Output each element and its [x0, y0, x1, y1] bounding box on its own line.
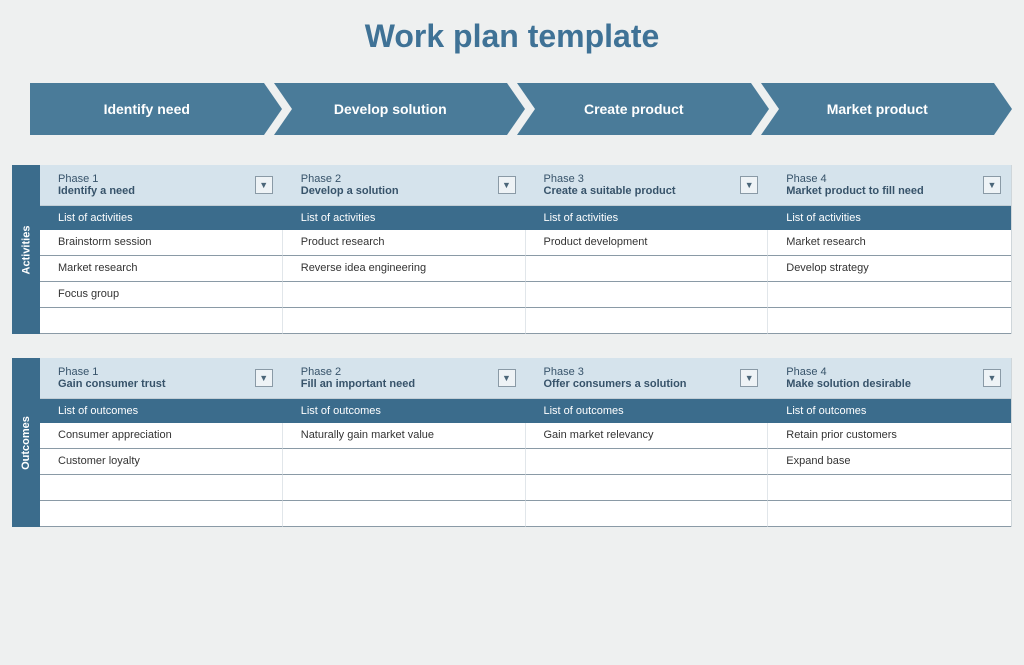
phase-title: Identify a need — [58, 185, 271, 197]
list-header: List of activities — [283, 206, 526, 230]
phase-number: Phase 4 — [786, 366, 999, 378]
list-header: List of outcomes — [768, 399, 1011, 423]
phase-header: Phase 1Gain consumer trust▼ — [40, 358, 283, 399]
table-cell[interactable] — [526, 501, 769, 527]
phase-header: Phase 2Fill an important need▼ — [283, 358, 526, 399]
dropdown-icon[interactable]: ▼ — [983, 369, 1001, 387]
table-cell[interactable] — [40, 475, 283, 501]
table-cell[interactable]: Naturally gain market value — [283, 423, 526, 449]
phase-number: Phase 2 — [301, 366, 514, 378]
phase-title: Create a suitable product — [544, 185, 757, 197]
phase-header: Phase 3Offer consumers a solution▼ — [526, 358, 769, 399]
table-cell[interactable]: Product research — [283, 230, 526, 256]
phase-header: Phase 3Create a suitable product▼ — [526, 165, 769, 206]
phase-number: Phase 3 — [544, 366, 757, 378]
table-cell[interactable] — [526, 308, 769, 334]
phase-number: Phase 3 — [544, 173, 757, 185]
phase-number: Phase 4 — [786, 173, 999, 185]
table-cell[interactable] — [526, 449, 769, 475]
table-cell[interactable] — [283, 449, 526, 475]
list-header: List of activities — [768, 206, 1011, 230]
side-label-outcomes: Outcomes — [12, 358, 40, 527]
phase-title: Gain consumer trust — [58, 378, 271, 390]
phase-number: Phase 1 — [58, 173, 271, 185]
phase-title: Market product to fill need — [786, 185, 999, 197]
dropdown-icon[interactable]: ▼ — [255, 176, 273, 194]
phase-title: Fill an important need — [301, 378, 514, 390]
chevron-step-3: Create product — [517, 83, 751, 135]
phase-title: Offer consumers a solution — [544, 378, 757, 390]
table-cell[interactable] — [526, 256, 769, 282]
table-cell[interactable]: Develop strategy — [768, 256, 1011, 282]
grid-outcomes: Phase 1Gain consumer trust▼Phase 2Fill a… — [40, 358, 1012, 527]
section-outcomes: OutcomesPhase 1Gain consumer trust▼Phase… — [12, 358, 1012, 527]
table-cell[interactable] — [283, 308, 526, 334]
phase-title: Make solution desirable — [786, 378, 999, 390]
table-cell[interactable] — [40, 501, 283, 527]
dropdown-icon[interactable]: ▼ — [740, 176, 758, 194]
table-cell[interactable]: Product development — [526, 230, 769, 256]
dropdown-icon[interactable]: ▼ — [255, 369, 273, 387]
list-header: List of outcomes — [40, 399, 283, 423]
table-cell[interactable] — [526, 475, 769, 501]
process-chevrons: Identify needDevelop solutionCreate prod… — [30, 83, 994, 135]
phase-title: Develop a solution — [301, 185, 514, 197]
dropdown-icon[interactable]: ▼ — [498, 176, 516, 194]
list-header: List of outcomes — [526, 399, 769, 423]
phase-header: Phase 4Market product to fill need▼ — [768, 165, 1011, 206]
table-cell[interactable]: Customer loyalty — [40, 449, 283, 475]
dropdown-icon[interactable]: ▼ — [498, 369, 516, 387]
table-cell[interactable] — [526, 282, 769, 308]
phase-header: Phase 2Develop a solution▼ — [283, 165, 526, 206]
list-header: List of outcomes — [283, 399, 526, 423]
table-cell[interactable]: Brainstorm session — [40, 230, 283, 256]
dropdown-icon[interactable]: ▼ — [740, 369, 758, 387]
table-cell[interactable] — [768, 308, 1011, 334]
table-cell[interactable]: Consumer appreciation — [40, 423, 283, 449]
table-cell[interactable] — [40, 308, 283, 334]
table-cell[interactable] — [283, 282, 526, 308]
table-cell[interactable] — [768, 282, 1011, 308]
table-cell[interactable]: Gain market relevancy — [526, 423, 769, 449]
table-cell[interactable]: Retain prior customers — [768, 423, 1011, 449]
list-header: List of activities — [40, 206, 283, 230]
chevron-step-2: Develop solution — [274, 83, 508, 135]
grid-activities: Phase 1Identify a need▼Phase 2Develop a … — [40, 165, 1012, 334]
table-cell[interactable]: Focus group — [40, 282, 283, 308]
list-header: List of activities — [526, 206, 769, 230]
side-label-activities: Activities — [12, 165, 40, 334]
phase-number: Phase 2 — [301, 173, 514, 185]
table-cell[interactable]: Expand base — [768, 449, 1011, 475]
table-cell[interactable]: Reverse idea engineering — [283, 256, 526, 282]
phase-number: Phase 1 — [58, 366, 271, 378]
phase-header: Phase 4Make solution desirable▼ — [768, 358, 1011, 399]
chevron-step-4: Market product — [761, 83, 995, 135]
table-cell[interactable] — [283, 475, 526, 501]
table-cell[interactable] — [768, 475, 1011, 501]
dropdown-icon[interactable]: ▼ — [983, 176, 1001, 194]
chevron-step-1: Identify need — [30, 83, 264, 135]
table-cell[interactable] — [768, 501, 1011, 527]
section-activities: ActivitiesPhase 1Identify a need▼Phase 2… — [12, 165, 1012, 334]
table-cell[interactable]: Market research — [40, 256, 283, 282]
table-cell[interactable]: Market research — [768, 230, 1011, 256]
phase-header: Phase 1Identify a need▼ — [40, 165, 283, 206]
page-title: Work plan template — [12, 18, 1012, 55]
table-cell[interactable] — [283, 501, 526, 527]
